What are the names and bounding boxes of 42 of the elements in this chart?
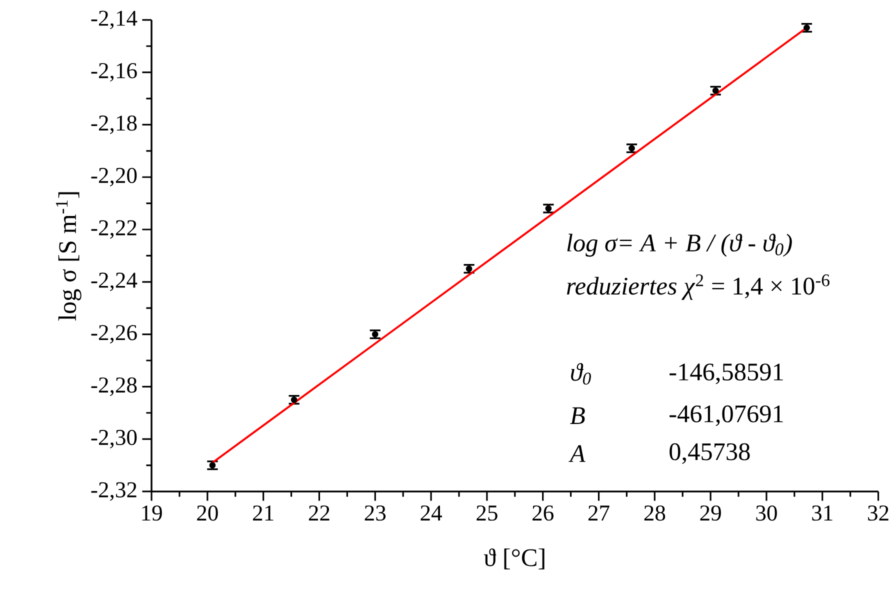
y-tick-label: -2,24 <box>91 272 138 292</box>
point <box>372 331 378 338</box>
x-tick-label: 27 <box>588 505 610 520</box>
point <box>712 87 719 94</box>
annotation: -146,58591 <box>670 363 783 384</box>
y-tick-label: -2,30 <box>91 430 137 448</box>
y-tick-label: -2,16 <box>91 63 137 82</box>
y-tick-label: -2,20 <box>91 168 137 186</box>
x-tick-label: 30 <box>756 505 777 521</box>
annotation: -461,07691 <box>670 405 783 426</box>
annotation: log σ= A + B / (ϑ - ϑ$_{0}$) <box>567 234 792 257</box>
annotation: A <box>568 445 586 462</box>
x-tick-label: 19 <box>142 505 162 521</box>
x-tick-label: 26 <box>532 505 554 521</box>
y-tick-label: -2,18 <box>91 115 137 134</box>
x-tick-label: 28 <box>644 505 666 521</box>
x-tick-label: 23 <box>364 505 386 521</box>
point <box>466 266 472 272</box>
y-tick-label: -2,32 <box>91 482 136 501</box>
x-tick-label: 31 <box>812 505 832 521</box>
x-tick-label: 24 <box>420 505 442 520</box>
y-tick-label: -2,26 <box>91 325 137 344</box>
x-tick-label: 20 <box>197 505 218 521</box>
annotation: ϑ$_{0}$ <box>571 363 591 385</box>
point <box>209 462 216 468</box>
x-tick-label: 25 <box>476 505 498 521</box>
x-tick-label: 32 <box>868 505 888 521</box>
y-tick-label: -2,14 <box>91 10 138 30</box>
annotation: 0,45738 <box>670 443 750 464</box>
x-tick-label: 29 <box>700 505 721 521</box>
point <box>628 145 635 152</box>
point <box>290 396 298 403</box>
x-axis-title: ϑ [°C] <box>484 548 544 570</box>
x-tick-label: 21 <box>253 505 274 520</box>
y-tick-label: -2,28 <box>91 377 137 396</box>
point <box>804 24 810 31</box>
point <box>545 205 552 212</box>
y-tick-label: -2,22 <box>91 220 136 239</box>
x-tick-label: 22 <box>308 505 330 520</box>
annotation: B <box>570 407 585 424</box>
y-axis-title: log σ [S m$^{-1}$] <box>56 192 82 321</box>
annotation: reduziertes χ$^{2}$ = 1,4 × 10$^{-6}$ <box>566 274 830 300</box>
